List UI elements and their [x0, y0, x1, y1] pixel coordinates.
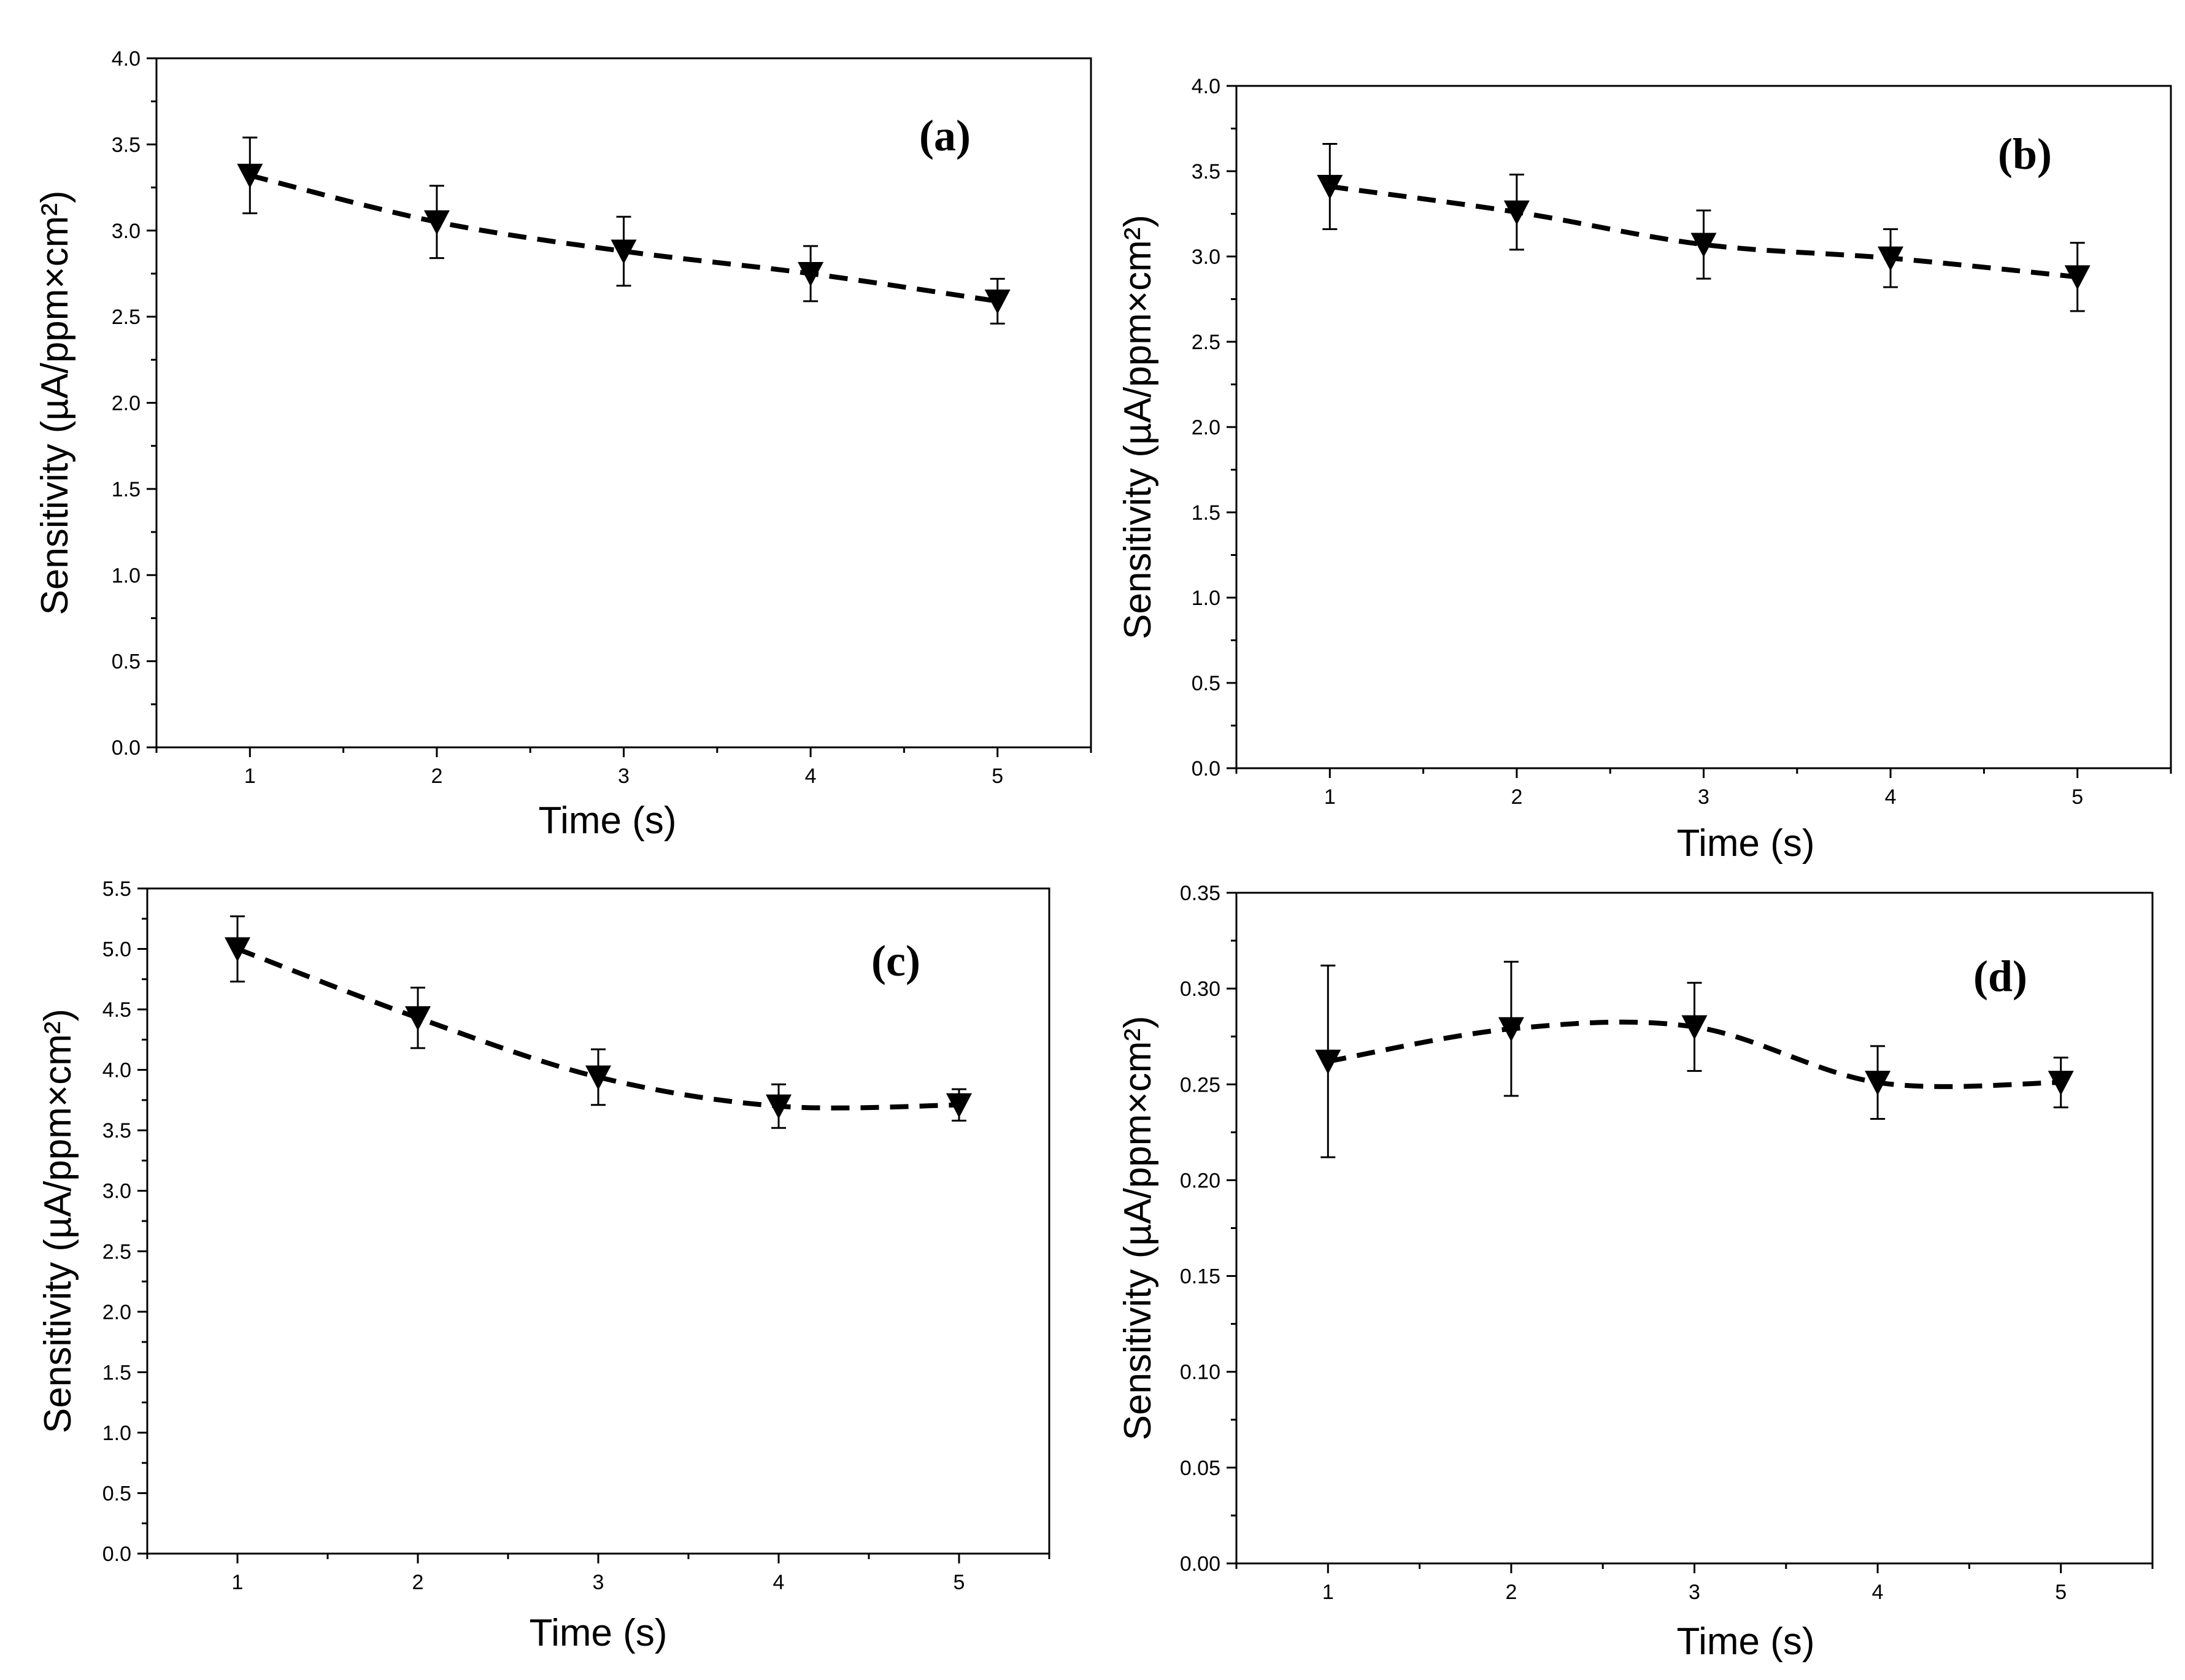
x-tick-label: 1: [244, 765, 256, 788]
y-tick-label: 4.0: [1192, 75, 1220, 98]
data-point-marker: [798, 261, 824, 287]
x-tick-label: 5: [2071, 785, 2083, 809]
data-point-marker: [2064, 265, 2091, 290]
panel-label: (b): [1998, 129, 2052, 179]
data-point-marker: [1498, 1017, 1524, 1042]
y-tick-label: 1.5: [1192, 501, 1220, 525]
x-axis-title: Time (s): [1677, 1620, 1815, 1663]
x-axis-title: Time (s): [539, 800, 677, 842]
y-tick-label: 0.05: [1180, 1457, 1220, 1480]
x-tick-label: 4: [805, 765, 817, 788]
x-tick-label: 1: [1324, 785, 1336, 809]
y-tick-label: 3.0: [102, 1180, 131, 1203]
data-point-marker: [1865, 1071, 1891, 1096]
x-tick-label: 3: [1689, 1581, 1700, 1604]
chart-panel-c: 0.0 0.5 1.0 1.5 2.0 2.5 3.0 3.5 4.0 4.5 5.0 5.5 1 2 3 4…: [37, 877, 1050, 1654]
y-tick-label: 3.0: [1192, 245, 1220, 269]
plot-frame: [146, 887, 1050, 1555]
y-tick-label: 1.0: [1192, 587, 1220, 610]
x-tick-label: 1: [1322, 1581, 1334, 1604]
panel-label: (d): [1973, 952, 2027, 1001]
x-tick-label: 4: [773, 1571, 785, 1594]
data-point-marker: [225, 937, 250, 962]
y-tick-label: 0.20: [1180, 1169, 1220, 1192]
y-tick-label: 0.0: [112, 736, 141, 760]
data-point-marker: [611, 239, 637, 264]
y-tick-label: 1.5: [102, 1361, 131, 1384]
data-point-marker: [1878, 246, 1904, 271]
y-tick-label: 0.30: [1180, 977, 1220, 1001]
y-tick-label: 0.5: [112, 650, 141, 674]
series-line: [249, 173, 998, 304]
x-tick-label: 3: [593, 1571, 604, 1594]
x-tick-label: 5: [992, 765, 1003, 788]
data-point-marker: [405, 1006, 431, 1031]
chart-panel-b: 0.0 0.5 1.0 1.5 2.0 2.5 3.0 3.5 4.0 1 2 3 4 5 Time (s)…: [1117, 75, 2172, 865]
x-tick-label: 2: [431, 765, 442, 788]
x-tick-label: 3: [618, 765, 630, 788]
y-axis-title: Sensitivity (µA/ppm×cm²): [1117, 215, 1159, 639]
y-tick-label: 3.0: [112, 220, 141, 243]
x-tick-label: 4: [1885, 785, 1897, 809]
x-tick-label: 2: [412, 1571, 424, 1594]
data-point-marker: [766, 1094, 792, 1119]
data-point-marker: [237, 163, 263, 188]
x-tick-label: 5: [2055, 1581, 2067, 1604]
y-tick-label: 5.5: [102, 877, 131, 901]
y-tick-label: 0.15: [1180, 1265, 1220, 1289]
y-tick-label: 0.5: [102, 1482, 131, 1505]
y-tick-label: 4.0: [112, 47, 141, 71]
plot-frame: [1235, 85, 2172, 769]
y-axis-title: Sensitivity (µA/ppm×cm²): [1117, 1015, 1159, 1440]
data-point-marker: [1315, 1049, 1341, 1074]
y-tick-label: 5.0: [102, 938, 131, 961]
data-point-marker: [1690, 233, 1717, 258]
panel-label: (a): [919, 111, 971, 160]
y-tick-label: 0.5: [1192, 672, 1220, 695]
data-point-marker: [1681, 1015, 1708, 1040]
y-axis-title: Sensitivity (µA/ppm×cm²): [37, 1009, 79, 1433]
x-tick-label: 5: [954, 1571, 965, 1594]
y-tick-label: 0.0: [102, 1543, 131, 1566]
data-point-marker: [585, 1065, 611, 1090]
y-tick-label: 2.0: [112, 392, 141, 415]
series-line: [1329, 184, 2078, 280]
y-tick-label: 3.5: [112, 133, 141, 156]
y-tick-label: 1.5: [112, 478, 141, 501]
data-point-marker: [1503, 200, 1530, 225]
y-tick-label: 0.0: [1192, 757, 1220, 780]
chart-panel-a: 0.0 0.5 1.0 1.5 2.0 2.5 3.0 3.5 4.0 1 2 3 4 5 Time (s)…: [34, 47, 1092, 842]
x-tick-label: 1: [232, 1571, 244, 1594]
x-tick-label: 4: [1872, 1581, 1884, 1604]
y-tick-label: 1.0: [102, 1422, 131, 1445]
data-point-marker: [946, 1093, 972, 1118]
data-point-marker: [423, 210, 450, 235]
chart-panel-d: 0.00 0.05 0.10 0.15 0.20 0.25 0.30 0.35 1 2 3 4 5 Tim…: [1117, 882, 2154, 1663]
y-tick-label: 2.0: [102, 1301, 131, 1324]
plot-frame: [155, 57, 1092, 749]
y-tick-label: 0.10: [1180, 1361, 1220, 1384]
y-tick-label: 3.5: [102, 1119, 131, 1142]
y-tick-label: 0.00: [1180, 1552, 1220, 1576]
y-tick-label: 1.0: [112, 564, 141, 587]
data-point-marker: [1317, 175, 1343, 200]
x-axis-title: Time (s): [530, 1612, 668, 1654]
y-axis-title: Sensitivity (µA/ppm×cm²): [34, 190, 76, 615]
y-tick-label: 3.5: [1192, 160, 1220, 183]
x-tick-label: 2: [1511, 785, 1522, 809]
x-tick-label: 2: [1505, 1581, 1517, 1604]
x-axis-title: Time (s): [1677, 822, 1815, 865]
y-tick-label: 2.0: [1192, 416, 1220, 439]
y-tick-label: 4.5: [102, 998, 131, 1022]
y-tick-label: 2.5: [112, 306, 141, 329]
x-tick-label: 3: [1698, 785, 1709, 809]
data-point-marker: [2048, 1071, 2074, 1096]
y-tick-label: 2.5: [1192, 331, 1220, 354]
panel-label: (c): [871, 936, 920, 985]
y-tick-label: 0.25: [1180, 1073, 1220, 1096]
data-point-marker: [984, 289, 1011, 314]
y-tick-label: 0.35: [1180, 882, 1220, 905]
y-tick-label: 2.5: [102, 1240, 131, 1263]
y-tick-label: 4.0: [102, 1059, 131, 1082]
